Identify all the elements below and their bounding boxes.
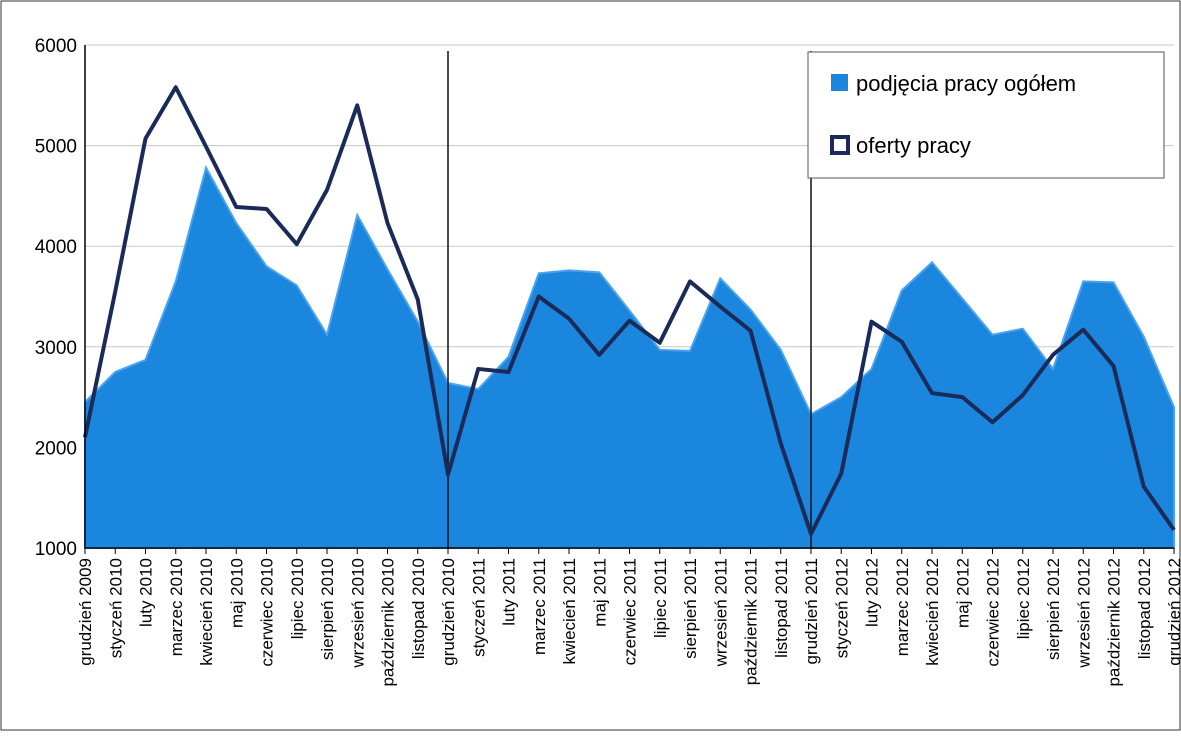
legend-box — [807, 51, 1165, 179]
line-series-oferty — [83, 85, 1176, 536]
x-tick-label: wrzesień 2010 — [348, 558, 367, 669]
x-tick-label: grudzień 2011 — [802, 558, 821, 665]
x-tick-label: maj 2010 — [227, 558, 246, 628]
axes — [84, 45, 1175, 554]
x-tick-label: marzec 2010 — [167, 558, 186, 656]
x-tick-label: październik 2010 — [379, 558, 398, 687]
x-tick-label: grudzień 2010 — [439, 558, 458, 666]
legend-swatch-line — [830, 135, 850, 155]
x-tick-label: sierpień 2011 — [681, 558, 700, 659]
x-tick-label: marzec 2012 — [893, 558, 912, 656]
y-tick-label-5000: 5000 — [35, 137, 77, 158]
x-tick-label: maj 2012 — [953, 558, 972, 628]
x-tick-label: styczeń 2012 — [832, 558, 851, 658]
x-tick-label: kwiecień 2011 — [560, 558, 579, 664]
x-tick-label: marzec 2011 — [530, 558, 549, 655]
y-tick-labels: 1000 2000 3000 4000 5000 6000 — [35, 36, 77, 560]
legend-label-line: oferty pracy — [856, 133, 971, 158]
x-tick-label: sierpień 2012 — [1044, 558, 1063, 660]
legend-swatch-area — [831, 74, 848, 91]
x-tick-label: czerwiec 2011 — [621, 558, 640, 665]
x-tick-label: lipiec 2010 — [288, 558, 307, 639]
x-tick-labels: grudzień 2009 styczeń 2010 luty 2010 marzec… — [76, 558, 1181, 687]
y-tick-label-2000: 2000 — [35, 438, 77, 459]
x-tick-label: luty 2010 — [137, 558, 156, 627]
x-tick-label: październik 2011 — [742, 558, 761, 685]
x-tick-label: styczeń 2010 — [106, 558, 125, 658]
x-tick-label: wrzesień 2012 — [1074, 558, 1093, 669]
x-tick-label: listopad 2010 — [409, 558, 428, 659]
x-tick-label: sierpień 2010 — [318, 558, 337, 660]
x-tick-label: listopad 2011 — [772, 558, 791, 658]
y-tick-label-4000: 4000 — [35, 237, 77, 258]
y-tick-label-3000: 3000 — [35, 338, 77, 359]
x-tick-label: styczeń 2011 — [469, 558, 488, 657]
legend: podjęcia pracy ogółem oferty pracy — [807, 51, 1165, 179]
x-tick-label: luty 2012 — [863, 558, 882, 627]
x-tick-label: czerwiec 2010 — [258, 558, 277, 667]
x-tick-label: lipiec 2012 — [1014, 558, 1033, 639]
y-tick-label-6000: 6000 — [35, 36, 77, 57]
x-tick-label: wrzesień 2011 — [711, 558, 730, 667]
x-tick-label: kwiecień 2012 — [923, 558, 942, 666]
line-series-layer — [83, 85, 1176, 536]
x-tick-label: listopad 2012 — [1135, 558, 1154, 659]
x-tick-label: grudzień 2012 — [1165, 558, 1181, 666]
x-tick-label: grudzień 2009 — [76, 558, 95, 666]
legend-label-area: podjęcia pracy ogółem — [856, 71, 1076, 96]
x-tick-label: kwiecień 2010 — [197, 558, 216, 666]
x-tick-label: czerwiec 2012 — [984, 558, 1003, 667]
x-tick-label: październik 2012 — [1105, 558, 1124, 687]
x-tick-label: luty 2011 — [500, 558, 519, 626]
x-tick-label: lipiec 2011 — [651, 558, 670, 638]
x-tick-label: maj 2011 — [590, 558, 609, 627]
y-tick-label-1000: 1000 — [35, 539, 77, 560]
